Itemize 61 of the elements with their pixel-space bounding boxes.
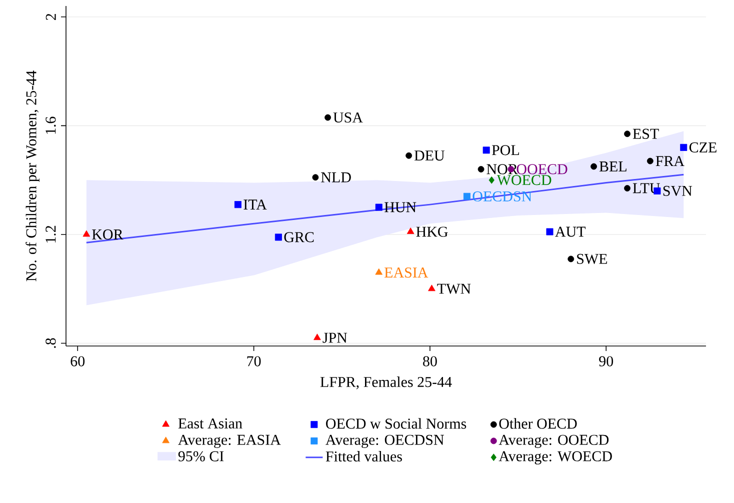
point [312,174,319,181]
point [646,158,654,164]
annotation: NLD [321,172,351,182]
x-tick-label: 80 [423,356,437,366]
annotation: AUT [555,226,586,237]
point [482,146,490,154]
point [590,163,597,170]
point [274,234,282,241]
annotation: HKG [416,226,448,237]
legend-label: East Asian [178,418,242,428]
text: 95% CI [178,451,224,462]
x-tick-label: 60 [70,356,85,366]
annotation: EST [632,128,659,139]
annotation: BEL [599,162,626,172]
point [82,230,90,237]
annotation: SWE [577,254,608,264]
legend-label: Other OECD [499,418,577,429]
legend-label: Average: WOECD [498,451,612,464]
y-tick-label: 1.6 [46,116,56,134]
legend-label: Average: OOECD [498,434,609,448]
annotation: TWN [437,284,471,294]
legend-label: Average: EASIA [178,434,281,448]
point [478,166,484,172]
point [546,228,554,236]
annotation: DEU [414,150,445,161]
point [314,334,321,340]
annotation: FRA [656,156,684,166]
point [568,256,574,262]
annotation: JPN [322,332,348,343]
point [375,268,383,275]
annotation: SVN [663,186,692,196]
point [234,201,242,208]
x-tick-label: 90 [599,356,614,366]
point [375,204,382,211]
x-tick-label: 70 [247,356,261,366]
point [488,176,494,184]
point [680,144,688,151]
x-axis-title: LFPR, Females 25-44 [320,376,452,390]
annotation: EASIA [384,268,428,278]
annotation: OOECD [516,164,568,174]
annotation: ITA [244,200,267,210]
point [624,130,630,138]
annotation: POL [492,145,519,156]
point [428,284,436,292]
annotation: KOR [92,229,124,240]
point [463,192,470,200]
legend-label: Fitted values [326,450,402,462]
annotation: WOECD [496,174,552,186]
y-tick-label: 2 [46,14,56,20]
annotation: CZE [689,142,716,152]
y-tick-label: 1.2 [46,226,56,243]
point [324,114,331,121]
point [624,185,630,192]
y-tick-label: .8 [46,338,56,348]
y-axis-title: No. of Children per Women, 25-44 [26,70,40,282]
legend-label: Average: OECDSN [326,434,444,448]
point [406,228,414,234]
annotation: USA [333,112,363,123]
point [406,152,412,159]
annotation: GRC [284,232,314,242]
legend-label: OECD w Social Norms [326,418,466,429]
